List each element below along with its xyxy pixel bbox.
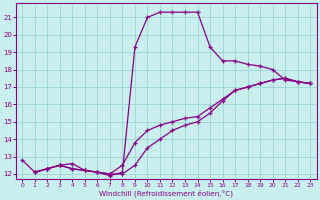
- X-axis label: Windchill (Refroidissement éolien,°C): Windchill (Refroidissement éolien,°C): [99, 189, 233, 197]
